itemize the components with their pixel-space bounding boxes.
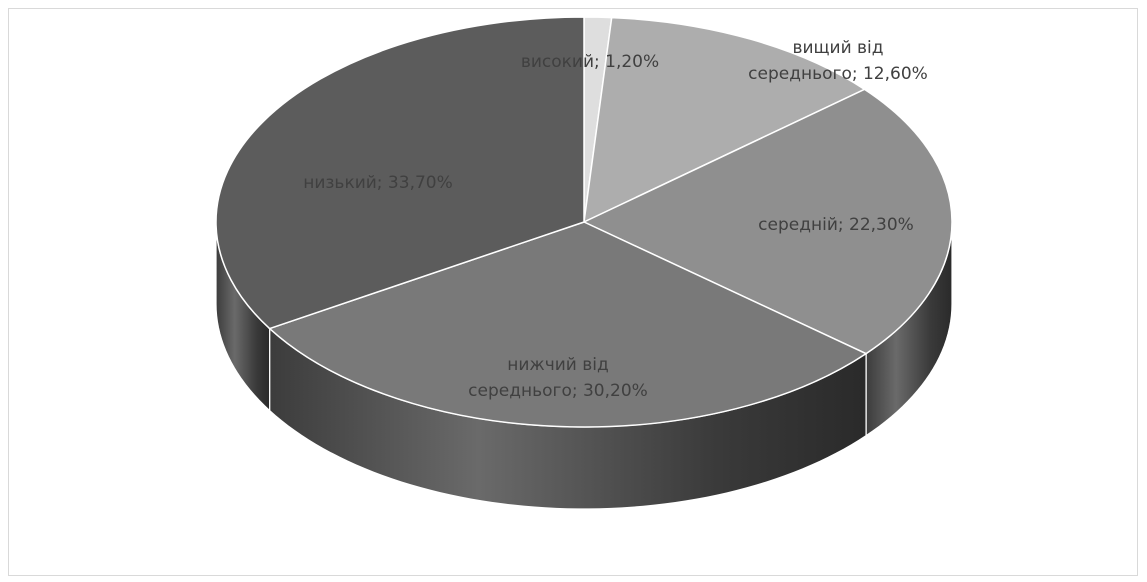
pie-label-2: середній; 22,30% xyxy=(758,215,914,235)
pie-slice-1 xyxy=(583,16,867,224)
pie-labels: високий; 1,20% вищий від середнього; 12,60… xyxy=(303,38,928,401)
pie-label-3-line-1: середнього; 30,20% xyxy=(468,381,648,401)
pie-slice-3 xyxy=(268,221,868,428)
pie-tops xyxy=(215,16,953,428)
pie-label-4: низький; 33,70% xyxy=(303,173,453,193)
pie-label-2-line-0: середній; 22,30% xyxy=(758,215,914,235)
pie-label-1: вищий від середнього; 12,60% xyxy=(748,38,928,84)
pie-slice-4 xyxy=(215,16,585,330)
pie-label-3-line-0: нижчий від xyxy=(507,355,609,375)
pie-label-3: нижчий від середнього; 30,20% xyxy=(468,355,648,401)
pie-label-0-line-0: високий; 1,20% xyxy=(521,52,659,72)
pie-label-0: високий; 1,20% xyxy=(521,52,659,72)
pie-label-1-line-0: вищий від xyxy=(792,38,883,58)
pie-slice-2 xyxy=(582,88,953,355)
pie-label-4-line-0: низький; 33,70% xyxy=(303,173,453,193)
pie-label-1-line-1: середнього; 12,60% xyxy=(748,64,928,84)
